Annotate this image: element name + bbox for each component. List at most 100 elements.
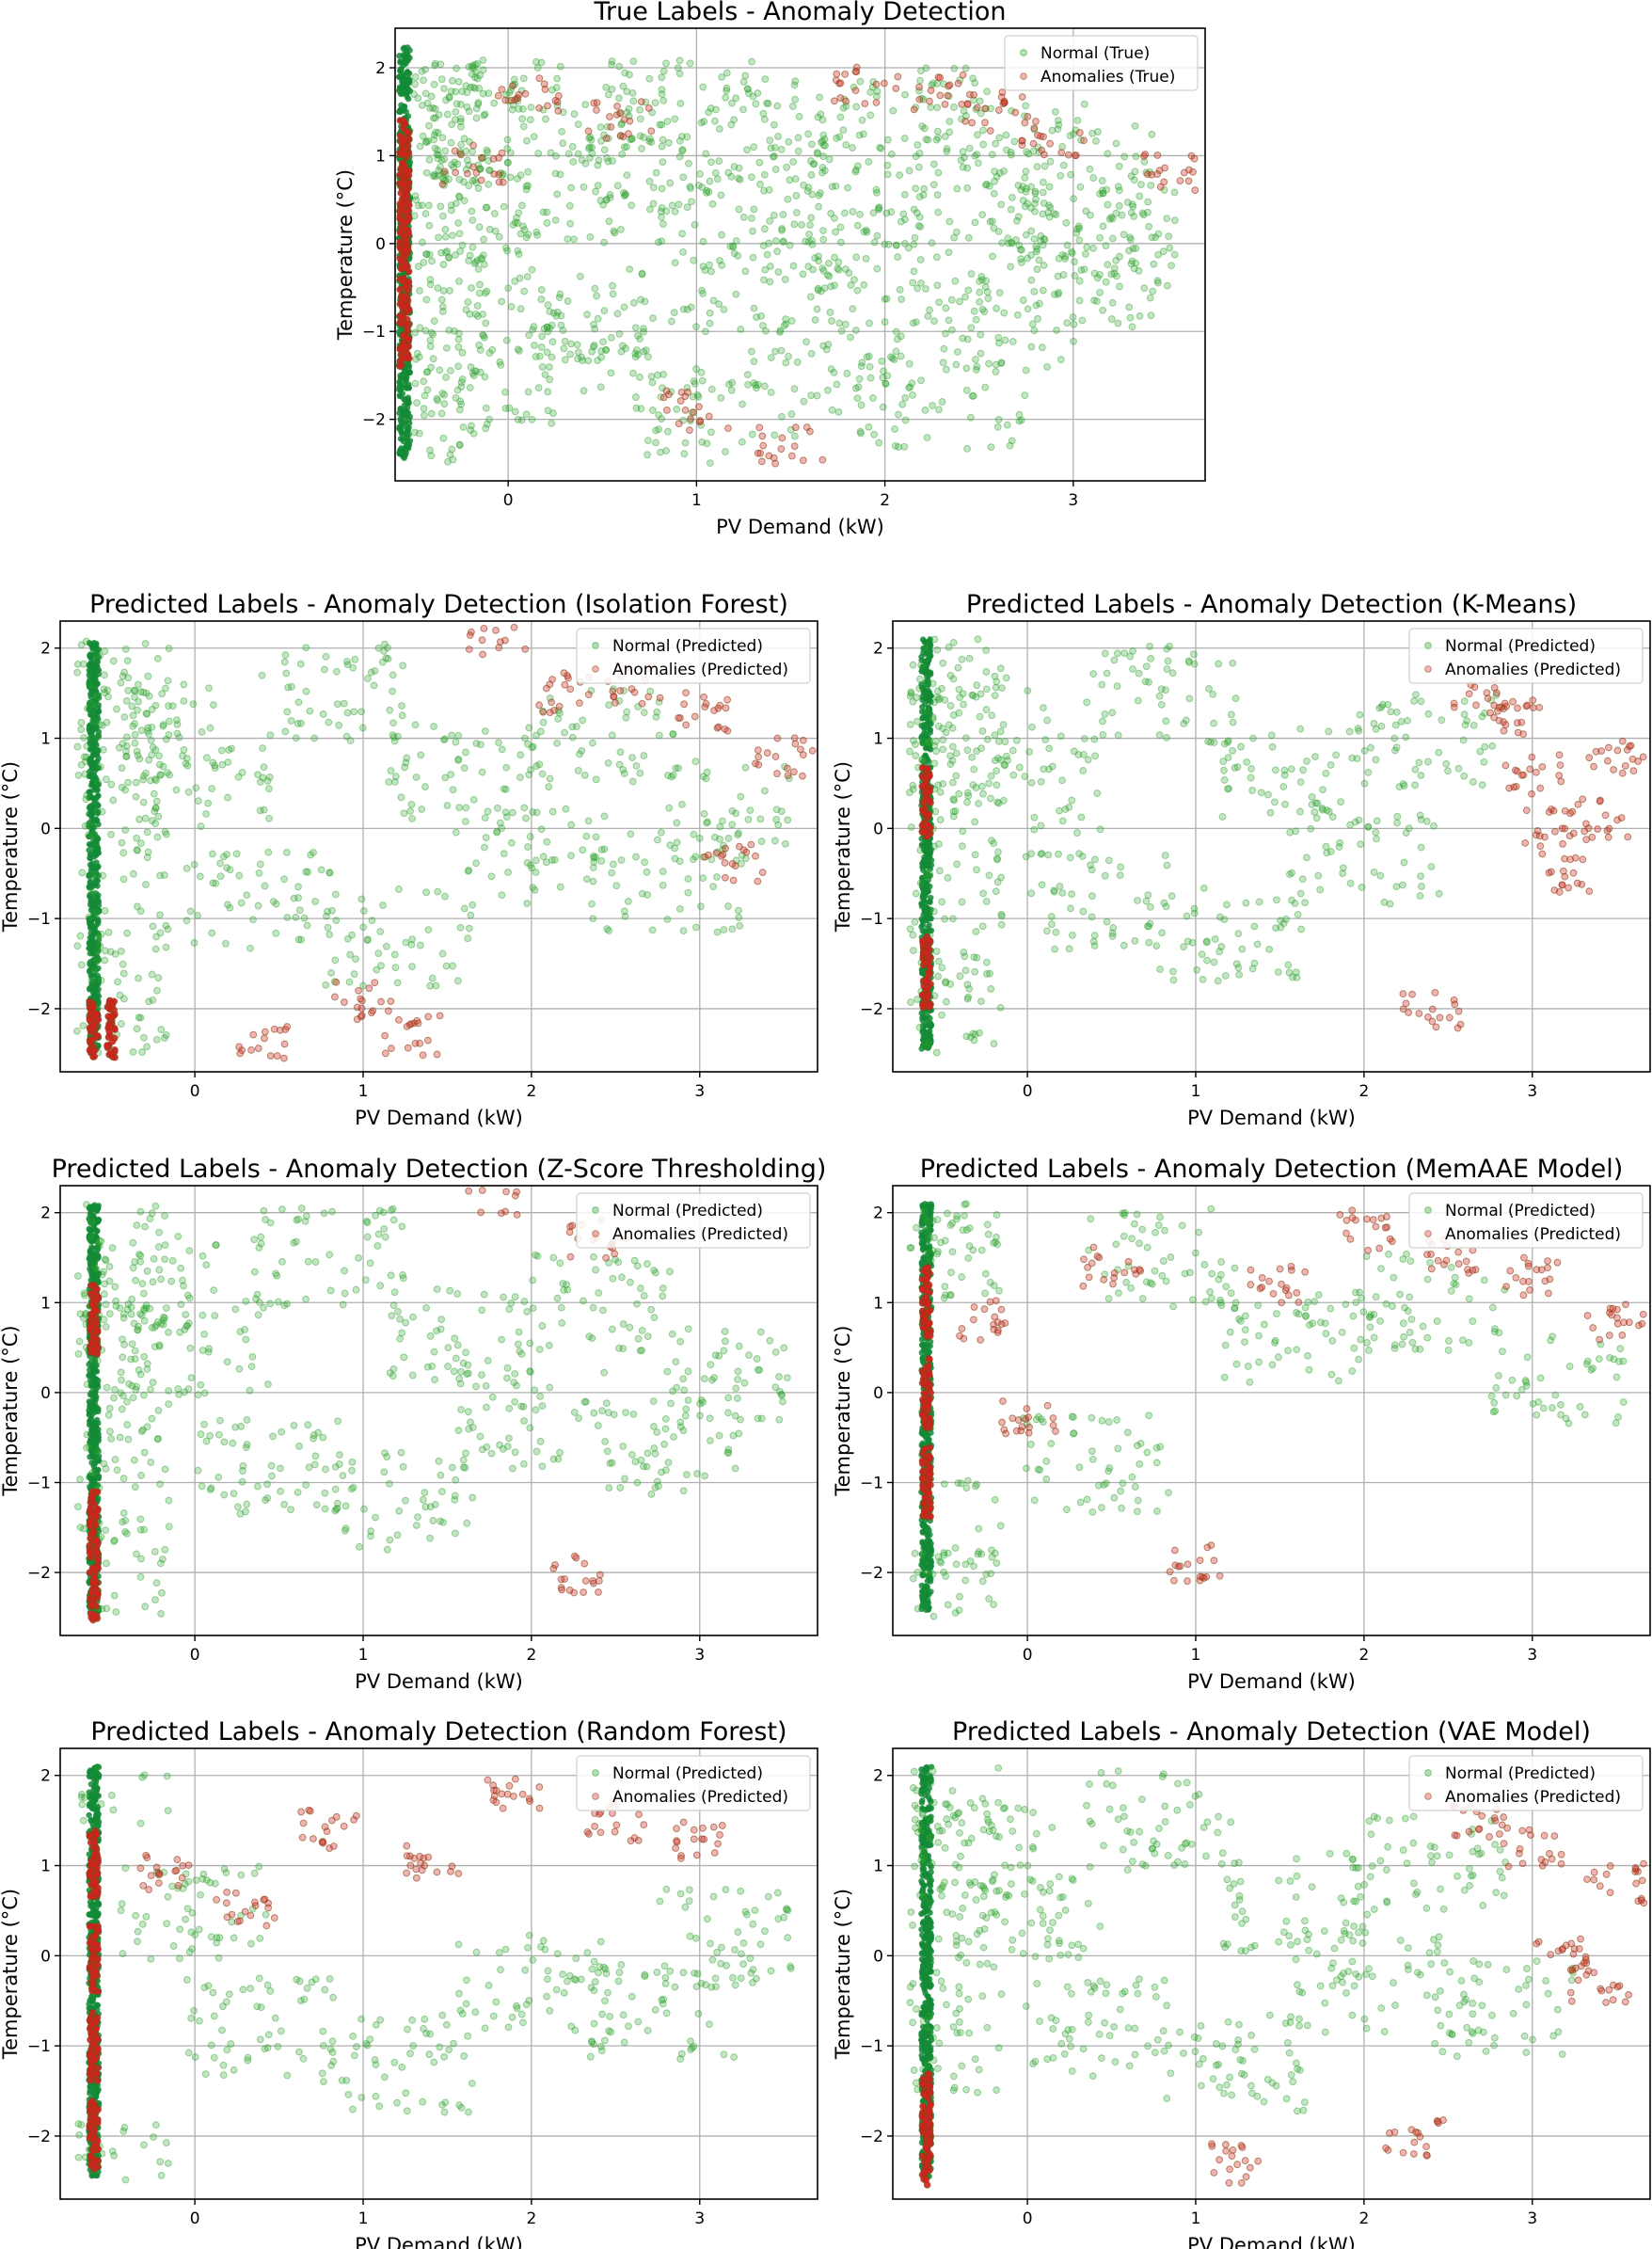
scatter-point-normal bbox=[1021, 391, 1029, 400]
scatter-point-normal bbox=[949, 795, 958, 804]
scatter-point-normal bbox=[973, 953, 981, 962]
scatter-point-normal bbox=[1054, 125, 1062, 134]
scatter-point-normal bbox=[411, 379, 420, 388]
scatter-point-normal bbox=[83, 791, 91, 799]
scatter-point-normal bbox=[472, 104, 481, 113]
scatter-point-normal bbox=[1008, 239, 1016, 247]
scatter-point-anomaly bbox=[852, 63, 861, 72]
scatter-point-normal bbox=[158, 690, 167, 698]
scatter-point-normal bbox=[696, 169, 704, 178]
scatter-point-normal bbox=[741, 72, 750, 80]
scatter-point-normal bbox=[497, 360, 505, 369]
scatter-point-anomaly bbox=[1190, 154, 1199, 163]
scatter-point-normal bbox=[370, 681, 378, 690]
scatter-point-normal bbox=[946, 980, 955, 988]
scatter-point-normal bbox=[934, 781, 943, 790]
scatter-point-normal bbox=[581, 101, 590, 108]
scatter-point-normal bbox=[1272, 924, 1280, 933]
scatter-point-normal bbox=[1018, 259, 1025, 266]
scatter-point-normal bbox=[85, 821, 92, 829]
scatter-point-normal bbox=[1066, 132, 1074, 140]
scatter-point-normal bbox=[673, 838, 681, 847]
scatter-point-normal bbox=[978, 305, 987, 313]
scatter-point-normal bbox=[500, 785, 508, 793]
scatter-point-normal bbox=[543, 208, 551, 216]
scatter-point-normal bbox=[527, 104, 535, 112]
scatter-point-normal bbox=[570, 110, 579, 119]
scatter-point-normal bbox=[956, 694, 964, 702]
scatter-point-normal bbox=[458, 375, 467, 383]
scatter-point-normal bbox=[138, 1048, 146, 1056]
scatter-point-anomaly bbox=[501, 96, 510, 104]
scatter-point-normal bbox=[658, 213, 665, 221]
scatter-point-normal bbox=[808, 190, 817, 199]
scatter-point-anomaly bbox=[593, 99, 601, 107]
scatter-point-normal bbox=[819, 227, 827, 234]
scatter-point-anomaly bbox=[561, 680, 569, 689]
scatter-point-normal bbox=[757, 311, 765, 320]
scatter-point-normal bbox=[401, 763, 409, 772]
scatter-point-normal bbox=[988, 217, 996, 226]
band-point-normal bbox=[922, 899, 929, 906]
scatter-point-normal bbox=[1031, 207, 1039, 215]
scatter-point-normal bbox=[449, 455, 457, 464]
scatter-point-normal bbox=[931, 738, 940, 745]
scatter-point-anomaly bbox=[247, 1046, 255, 1054]
scatter-point-normal bbox=[469, 369, 477, 377]
scatter-point-normal bbox=[1292, 968, 1300, 977]
scatter-point-normal bbox=[690, 830, 698, 838]
scatter-point-normal bbox=[340, 699, 348, 708]
scatter-point-normal bbox=[730, 116, 739, 124]
scatter-point-normal bbox=[546, 694, 554, 702]
scatter-point-normal bbox=[929, 679, 937, 688]
scatter-point-normal bbox=[539, 105, 548, 114]
scatter-point-normal bbox=[603, 925, 612, 933]
scatter-point-anomaly bbox=[477, 176, 485, 184]
scatter-point-anomaly bbox=[637, 98, 645, 106]
scatter-point-normal bbox=[716, 822, 724, 831]
scatter-point-normal bbox=[770, 143, 779, 152]
scatter-point-normal bbox=[574, 348, 582, 357]
scatter-point-normal bbox=[730, 163, 739, 171]
scatter-point-normal bbox=[553, 190, 562, 199]
scatter-point-normal bbox=[748, 173, 755, 182]
scatter-point-normal bbox=[326, 869, 334, 877]
scatter-point-normal bbox=[851, 167, 860, 176]
scatter-point-normal bbox=[94, 778, 103, 787]
scatter-point-normal bbox=[1021, 202, 1029, 211]
scatter-point-normal bbox=[1079, 750, 1088, 758]
scatter-point-normal bbox=[834, 265, 843, 274]
scatter-point-normal bbox=[675, 904, 684, 913]
scatter-point-normal bbox=[930, 698, 938, 707]
scatter-point-normal bbox=[626, 265, 634, 274]
scatter-point-normal bbox=[786, 176, 794, 184]
scatter-point-normal bbox=[679, 305, 688, 313]
scatter-point-normal bbox=[988, 711, 996, 720]
scatter-point-normal bbox=[420, 411, 428, 420]
scatter-point-normal bbox=[151, 807, 159, 816]
scatter-point-normal bbox=[134, 751, 142, 759]
scatter-point-normal bbox=[502, 813, 511, 821]
scatter-point-normal bbox=[528, 416, 536, 423]
y-tick-label: 0 bbox=[375, 235, 386, 254]
scatter-point-anomaly bbox=[1180, 168, 1188, 177]
scatter-point-normal bbox=[808, 140, 816, 149]
scatter-point-normal bbox=[434, 887, 442, 896]
scatter-point-normal bbox=[1059, 271, 1068, 279]
scatter-point-normal bbox=[350, 708, 358, 716]
scatter-point-normal bbox=[912, 741, 919, 749]
scatter-point-normal bbox=[1023, 148, 1030, 156]
band-point-normal bbox=[403, 376, 409, 384]
scatter-point-normal bbox=[385, 778, 393, 786]
scatter-point-normal bbox=[772, 237, 780, 245]
scatter-point-normal bbox=[1088, 892, 1096, 901]
scatter-point-normal bbox=[544, 301, 552, 310]
scatter-point-normal bbox=[1096, 270, 1104, 279]
scatter-point-normal bbox=[1032, 247, 1040, 256]
scatter-point-normal bbox=[978, 276, 986, 284]
scatter-point-anomaly bbox=[401, 181, 408, 188]
scatter-point-normal bbox=[1108, 215, 1117, 223]
scatter-point-normal bbox=[472, 740, 481, 747]
scatter-point-normal bbox=[623, 171, 631, 180]
scatter-point-normal bbox=[412, 774, 421, 781]
